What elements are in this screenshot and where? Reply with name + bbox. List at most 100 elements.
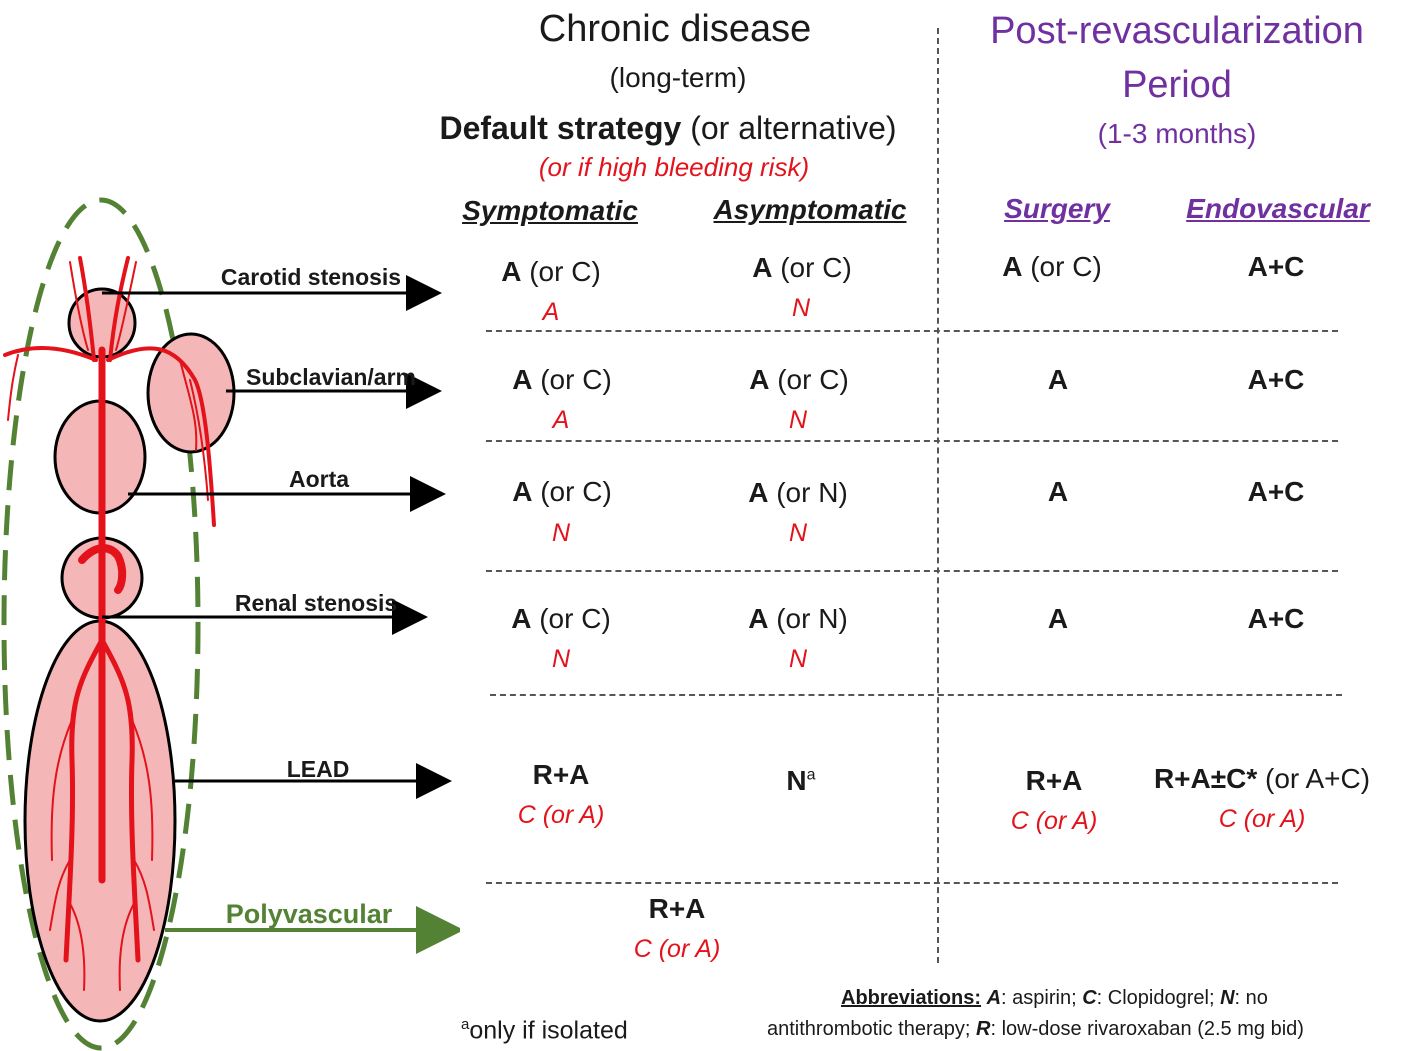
cell-carotid-symptomatic: A (or C) bbox=[501, 256, 601, 288]
default-strategy-label: Default strategy bbox=[439, 110, 682, 146]
cell-rest: (or N) bbox=[768, 477, 848, 508]
cell-main: A bbox=[748, 477, 769, 508]
vertical-divider bbox=[937, 28, 939, 963]
cell-polyvascular: R+A bbox=[649, 893, 706, 925]
cell-main: A bbox=[1047, 364, 1069, 395]
cell-renal-asymptomatic: A (or N) bbox=[748, 603, 848, 635]
cell-renal-symptomatic-alt: N bbox=[551, 645, 571, 673]
abbr-key: C bbox=[1082, 987, 1097, 1009]
cell-main: N bbox=[786, 765, 807, 796]
cell-polyvascular-alt: C (or A) bbox=[633, 935, 721, 963]
cell-carotid-endovascular: A+C bbox=[1248, 251, 1305, 283]
cell-main: A bbox=[1047, 476, 1069, 507]
default-strategy-alt: (or alternative) bbox=[681, 110, 897, 146]
abbreviations-line-1: Abbreviations: A: aspirin; C: Clopidogre… bbox=[841, 987, 1268, 1010]
cell-main: A bbox=[501, 256, 522, 287]
subclavian-region-ellipse bbox=[146, 332, 236, 454]
cell-lead-symptomatic-alt: C (or A) bbox=[517, 801, 605, 829]
body-outline-ellipse bbox=[1, 197, 201, 1051]
cell-main: A+C bbox=[1247, 251, 1305, 282]
abbr-text: : aspirin; bbox=[1001, 987, 1083, 1009]
footnote-text: only if isolated bbox=[469, 1016, 628, 1045]
region-label-subclavian: Subclavian/arm bbox=[245, 364, 417, 390]
cell-superscript: a bbox=[806, 766, 816, 784]
region-label-renal: Renal stenosis bbox=[234, 590, 398, 616]
cell-carotid-asymptomatic: A (or C) bbox=[752, 252, 852, 284]
cell-main: A+C bbox=[1247, 603, 1305, 634]
cell-main: A+C bbox=[1247, 476, 1305, 507]
cell-renal-surgery: A bbox=[1048, 603, 1068, 635]
cell-main: A bbox=[1002, 251, 1023, 282]
chronic-disease-title: Chronic disease bbox=[538, 8, 812, 50]
cell-main: R+A±C* bbox=[1153, 763, 1258, 794]
cell-subclavian-symptomatic-alt: A bbox=[552, 406, 570, 434]
vascular-anatomy-figure bbox=[1, 197, 460, 1051]
cell-carotid-symptomatic-alt: A bbox=[542, 298, 560, 326]
cell-renal-symptomatic: A (or C) bbox=[511, 603, 611, 635]
abbr-text: : low-dose rivaroxaban (2.5 mg bid) bbox=[990, 1018, 1304, 1040]
cell-rest: (or C) bbox=[531, 603, 611, 634]
cell-aorta-symptomatic: A (or C) bbox=[512, 476, 612, 508]
row-divider-5 bbox=[486, 882, 1338, 884]
column-asymptomatic: Asymptomatic bbox=[713, 194, 907, 225]
cell-main: A bbox=[511, 603, 532, 634]
cell-main: A bbox=[748, 603, 769, 634]
cell-subclavian-endovascular: A+C bbox=[1248, 364, 1305, 396]
cell-lead-endovascular: R+A±C* (or A+C) bbox=[1154, 763, 1370, 795]
cell-aorta-symptomatic-alt: N bbox=[551, 519, 571, 547]
cell-renal-endovascular: A+C bbox=[1248, 603, 1305, 635]
cell-rest: (or A+C) bbox=[1257, 763, 1371, 794]
footnote: aonly if isolated bbox=[461, 1016, 628, 1045]
cell-main: R+A bbox=[532, 759, 590, 790]
cell-lead-endovascular-alt: C (or A) bbox=[1218, 805, 1306, 833]
cell-rest: (or C) bbox=[769, 364, 849, 395]
post-revasc-title: Post-revascularization bbox=[990, 10, 1364, 52]
cell-subclavian-surgery: A bbox=[1048, 364, 1068, 396]
post-revasc-period: Period bbox=[1122, 64, 1232, 106]
cell-aorta-surgery: A bbox=[1048, 476, 1068, 508]
cell-carotid-surgery: A (or C) bbox=[1002, 251, 1102, 283]
post-revasc-subtitle: (1-3 months) bbox=[1097, 118, 1257, 149]
abbr-text: : Clopidogrel; bbox=[1096, 987, 1221, 1009]
cell-subclavian-asymptomatic-alt: N bbox=[788, 406, 808, 434]
column-surgery: Surgery bbox=[1004, 193, 1110, 224]
default-strategy-heading: Default strategy (or alternative) bbox=[439, 110, 896, 147]
cell-lead-symptomatic: R+A bbox=[533, 759, 590, 791]
row-divider-3 bbox=[486, 570, 1338, 572]
cell-aorta-endovascular: A+C bbox=[1248, 476, 1305, 508]
cell-rest: (or C) bbox=[1022, 251, 1102, 282]
cell-rest: (or C) bbox=[521, 256, 601, 287]
region-label-polyvascular: Polyvascular bbox=[225, 899, 393, 929]
column-endovascular: Endovascular bbox=[1186, 193, 1370, 224]
abbr-key: A bbox=[986, 987, 1002, 1009]
cell-subclavian-symptomatic: A (or C) bbox=[512, 364, 612, 396]
region-label-aorta: Aorta bbox=[288, 466, 350, 492]
cell-rest: (or C) bbox=[532, 364, 612, 395]
cell-rest: (or C) bbox=[532, 476, 612, 507]
abbreviations-title: Abbreviations: bbox=[841, 987, 982, 1009]
region-label-lead: LEAD bbox=[286, 756, 350, 782]
column-symptomatic: Symptomatic bbox=[462, 195, 638, 226]
bleeding-risk-note: (or if high bleeding risk) bbox=[538, 152, 810, 182]
cell-aorta-asymptomatic-alt: N bbox=[788, 519, 808, 547]
footnote-superscript: a bbox=[461, 1016, 470, 1033]
cell-aorta-asymptomatic: A (or N) bbox=[748, 477, 848, 509]
cell-carotid-asymptomatic-alt: N bbox=[791, 294, 811, 322]
cell-lead-asymptomatic: Na bbox=[786, 765, 815, 797]
cell-main: A bbox=[512, 364, 533, 395]
abbr-text: : no bbox=[1234, 987, 1268, 1009]
cell-main: R+A bbox=[648, 893, 706, 924]
row-divider-2 bbox=[486, 440, 1338, 442]
cell-subclavian-asymptomatic: A (or C) bbox=[749, 364, 849, 396]
cell-renal-asymptomatic-alt: N bbox=[788, 645, 808, 673]
cell-rest: (or N) bbox=[768, 603, 848, 634]
cell-lead-surgery: R+A bbox=[1026, 765, 1083, 797]
abbr-text: antithrombotic therapy; bbox=[767, 1018, 976, 1040]
cell-main: A bbox=[512, 476, 533, 507]
cell-lead-surgery-alt: C (or A) bbox=[1010, 807, 1098, 835]
row-divider-1 bbox=[486, 330, 1338, 332]
cell-main: A bbox=[749, 364, 770, 395]
artery-tree bbox=[3, 256, 216, 991]
abbreviations-line-2: antithrombotic therapy; R: low-dose riva… bbox=[767, 1018, 1304, 1041]
abbr-key: R bbox=[976, 1018, 991, 1040]
